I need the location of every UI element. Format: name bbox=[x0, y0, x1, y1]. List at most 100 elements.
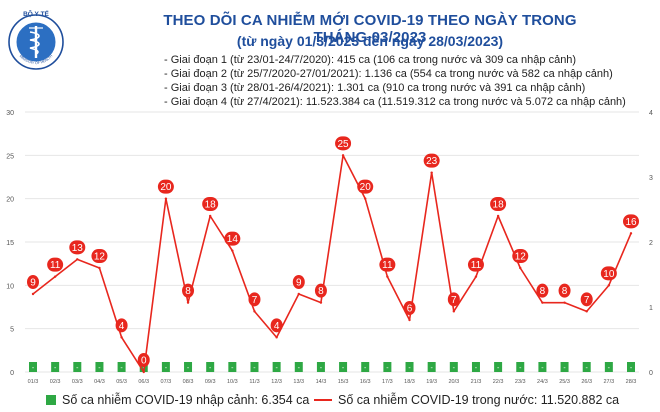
data-label-text: 20 bbox=[360, 182, 372, 193]
chart-subtitle: (từ ngày 01/3/2023 đến ngày 28/03/2023) bbox=[236, 33, 504, 49]
data-label: 4 bbox=[115, 318, 128, 333]
x-axis: 01/3 02/3 03/3 04/3 05/3 06/3 07/3 08/3 09/3 10/3… bbox=[28, 379, 637, 385]
domestic-point bbox=[519, 266, 522, 270]
domestic-point bbox=[164, 197, 168, 200]
domestic-point bbox=[341, 154, 345, 157]
x-tick-label: 10/3 bbox=[227, 379, 238, 385]
imported-bar-label: - bbox=[298, 365, 301, 372]
legend: Số ca nhiễm COVID-19 nhập cảnh: 6.354 ca… bbox=[0, 391, 660, 411]
x-tick-label: 09/3 bbox=[205, 379, 216, 385]
x-tick-label: 05/3 bbox=[116, 379, 127, 385]
data-label-bg bbox=[27, 275, 39, 289]
x-tick-label: 04/3 bbox=[94, 379, 105, 385]
data-label-bg bbox=[182, 283, 195, 298]
data-label-bg bbox=[423, 153, 440, 168]
data-label-text: 18 bbox=[205, 200, 217, 211]
imported-bar-label: - bbox=[408, 365, 411, 372]
y-right-tick-label: 1 bbox=[649, 305, 653, 312]
x-tick-label: 24/3 bbox=[537, 379, 548, 385]
data-label: 6 bbox=[403, 301, 416, 315]
imported-bar bbox=[339, 362, 348, 372]
domestic-point bbox=[607, 284, 611, 287]
domestic-point bbox=[496, 214, 500, 218]
y-left-tick-label: 10 bbox=[6, 283, 14, 290]
y-left-tick-label: 15 bbox=[6, 240, 14, 247]
x-tick-label: 02/3 bbox=[50, 379, 61, 385]
imported-bar bbox=[51, 362, 60, 372]
data-label: 8 bbox=[314, 283, 327, 298]
imported-bar bbox=[582, 362, 591, 372]
x-tick-label: 22/3 bbox=[493, 379, 504, 385]
domestic-point bbox=[142, 370, 145, 374]
domestic-point bbox=[231, 249, 234, 252]
imported-bar bbox=[627, 362, 635, 372]
data-label: 7 bbox=[580, 292, 593, 307]
domestic-point bbox=[31, 292, 35, 296]
data-label-bg bbox=[248, 292, 261, 307]
data-label: 23 bbox=[423, 153, 440, 168]
data-label: 20 bbox=[157, 179, 174, 194]
data-label-text: 8 bbox=[185, 286, 191, 297]
imported-bar-label: - bbox=[364, 365, 367, 372]
data-label-bg bbox=[202, 197, 219, 211]
imported-bar bbox=[228, 362, 237, 372]
imported-bar bbox=[471, 362, 480, 372]
imported-bar-label: - bbox=[541, 365, 544, 372]
imported-bar-label: - bbox=[386, 365, 389, 372]
y-left-tick-label: 5 bbox=[10, 327, 14, 334]
data-label-text: 11 bbox=[382, 260, 393, 271]
imported-bar bbox=[29, 362, 37, 372]
legend-imported-swatch bbox=[46, 395, 56, 405]
legend-imported-label: Số ca nhiễm COVID-19 nhập cảnh: 6.354 ca bbox=[62, 393, 310, 407]
y-right-tick-label: 3 bbox=[649, 175, 653, 182]
data-label-bg bbox=[357, 179, 374, 194]
x-tick-label: 14/3 bbox=[316, 379, 327, 385]
y-right-tick-label: 4 bbox=[649, 110, 653, 117]
left-axis: 0 5 10 15 20 25 30 bbox=[6, 110, 14, 377]
data-label-bg bbox=[512, 249, 529, 263]
data-label-bg bbox=[447, 292, 460, 307]
imported-bar bbox=[161, 362, 170, 372]
chart-title: THEO DÕI CA NHIỄM MỚI COVID-19 THEO NGÀY… bbox=[163, 12, 577, 46]
x-tick-label: 03/3 bbox=[72, 379, 83, 385]
data-label-text: 4 bbox=[274, 321, 280, 332]
imported-bar bbox=[184, 362, 193, 372]
data-label: 12 bbox=[512, 249, 529, 263]
data-label-text: 14 bbox=[227, 234, 239, 245]
imported-bar bbox=[73, 362, 82, 372]
y-left-tick-label: 20 bbox=[6, 197, 14, 204]
imported-bar bbox=[316, 362, 325, 372]
imported-bar-label: - bbox=[54, 365, 57, 372]
x-tick-label: 15/3 bbox=[338, 379, 349, 385]
data-label-bg bbox=[335, 136, 352, 151]
domestic-point bbox=[98, 266, 101, 270]
imported-bar-label: - bbox=[497, 365, 500, 372]
data-label-text: 0 bbox=[141, 356, 147, 367]
data-label-text: 12 bbox=[515, 252, 527, 263]
legend-imported: Số ca nhiễm COVID-19 nhập cảnh: 6.354 ca bbox=[46, 393, 309, 407]
domestic-line bbox=[32, 154, 632, 373]
imported-bar bbox=[449, 362, 458, 372]
imported-bar-label: - bbox=[209, 365, 212, 372]
imported-bar-label: - bbox=[563, 365, 566, 372]
x-tick-label: 12/3 bbox=[271, 379, 282, 385]
domestic-series bbox=[31, 154, 633, 374]
domestic-point bbox=[386, 275, 389, 278]
imported-bar-label: - bbox=[165, 365, 168, 372]
data-label: 12 bbox=[91, 249, 108, 263]
data-label: 16 bbox=[623, 214, 639, 229]
imported-bar bbox=[560, 362, 569, 372]
data-label: 7 bbox=[447, 292, 460, 307]
data-label-bg bbox=[558, 283, 571, 298]
data-label: 13 bbox=[69, 240, 86, 255]
data-label: 8 bbox=[182, 283, 195, 298]
x-tick-label: 23/3 bbox=[515, 379, 526, 385]
x-tick-label: 28/3 bbox=[626, 379, 637, 385]
imported-bar bbox=[250, 362, 259, 372]
domestic-point bbox=[297, 292, 300, 296]
imported-bar bbox=[427, 362, 436, 372]
imported-bar-label: - bbox=[98, 365, 101, 372]
phase-3: - Giai đoạn 3 (từ 28/01-26/4/2021): 1.30… bbox=[164, 82, 586, 94]
domestic-point bbox=[452, 310, 456, 313]
